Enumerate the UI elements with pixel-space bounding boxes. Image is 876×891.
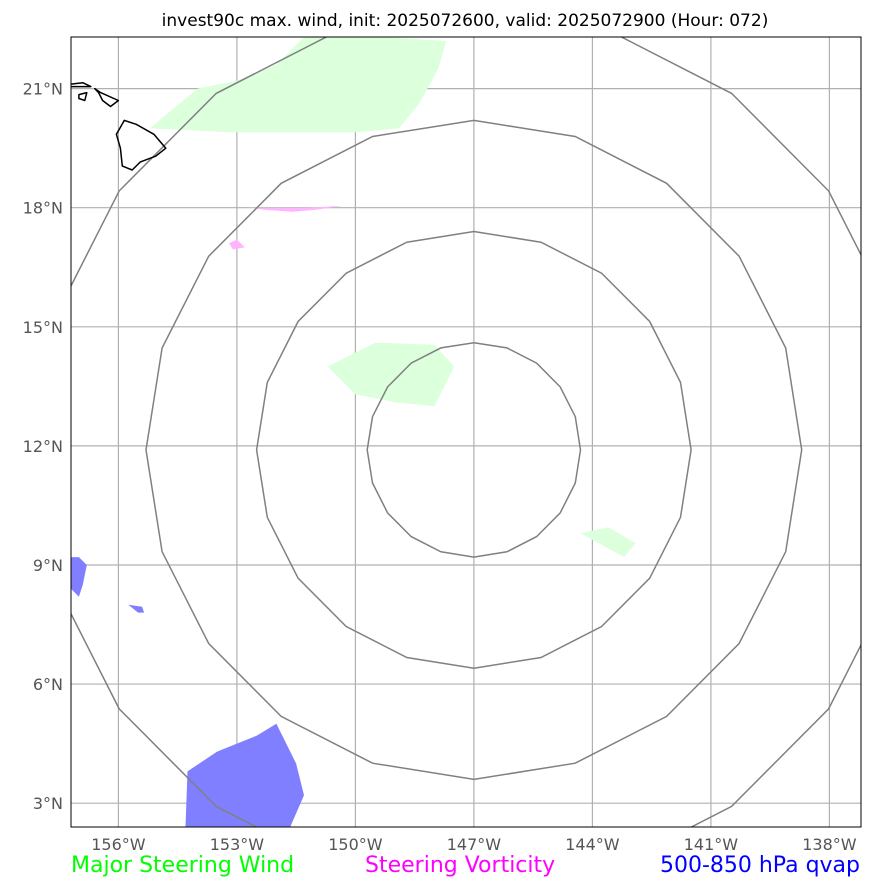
axis-tick-labels: 156°W 153°W 150°W 147°W 144°W 141°W 138°W 3°N 6°… (23, 80, 857, 854)
lon-tick-label-5: 141°W (684, 835, 739, 854)
lat-tick-label-3: 12°N (23, 437, 63, 456)
range-ring-0 (366, 341, 582, 558)
vorticity-area-0 (248, 205, 344, 212)
coastline-1 (93, 87, 120, 108)
range-ring-2 (145, 119, 803, 781)
lon-tick-label-1: 153°W (210, 835, 265, 854)
range-ring-1 (255, 230, 692, 669)
shaded-areas (71, 37, 636, 827)
lon-tick-label-0: 156°W (91, 835, 146, 854)
coastline-3 (78, 91, 88, 102)
qvap-area-0 (185, 723, 304, 827)
range-ring-3 (71, 37, 861, 827)
lat-tick-label-5: 18°N (23, 199, 63, 218)
map-title: invest90c max. wind, init: 2025072600, v… (162, 11, 769, 31)
coastline-0 (115, 119, 167, 171)
lat-tick-label-1: 6°N (33, 675, 63, 694)
map-frame (70, 36, 862, 828)
legend-vorticity: Steering Vorticity (365, 853, 556, 878)
lat-tick-label-2: 9°N (33, 556, 63, 575)
coastline-2 (71, 81, 92, 88)
legend-wind: Major Steering Wind (71, 853, 295, 878)
range-rings (71, 37, 861, 827)
lat-tick-label-0: 3°N (33, 794, 63, 813)
qvap-area-1 (71, 557, 87, 597)
lon-tick-label-2: 150°W (328, 835, 383, 854)
coastlines (71, 81, 167, 171)
wind-area-2 (580, 527, 636, 558)
lat-tick-label-6: 21°N (23, 80, 63, 99)
legend-qvap: 500-850 hPa qvap (659, 853, 860, 878)
lon-tick-label-3: 147°W (447, 835, 502, 854)
lon-tick-label-6: 138°W (802, 835, 857, 854)
wind-area-1 (327, 342, 455, 407)
vorticity-area-1 (229, 239, 245, 250)
gridlines (71, 37, 861, 827)
lat-tick-label-4: 15°N (23, 318, 63, 337)
qvap-area-2 (128, 604, 145, 613)
map-plot-area (71, 37, 861, 827)
wind-area-0 (150, 37, 447, 133)
lon-tick-label-4: 144°W (565, 835, 620, 854)
